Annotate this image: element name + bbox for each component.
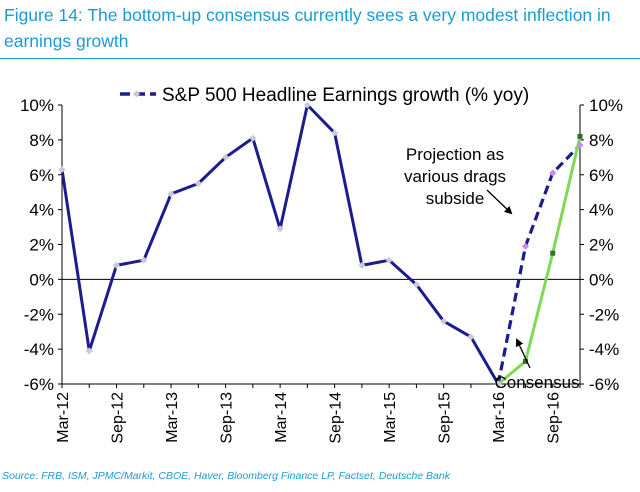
x-tick-label: Sep-16 (546, 392, 563, 444)
x-tick-label: Sep-15 (437, 392, 454, 444)
data-point (194, 179, 202, 188)
data-point (140, 256, 148, 264)
data-point (467, 333, 475, 341)
data-point (494, 380, 502, 388)
title-divider (0, 58, 640, 59)
y-tick-label-left: -6% (24, 375, 54, 394)
data-point (112, 261, 121, 269)
data-point (58, 165, 66, 174)
y-tick-label-right: 8% (589, 131, 614, 150)
y-tick-label-left: 4% (29, 201, 54, 220)
projection-point (521, 242, 530, 250)
y-tick-label-left: 0% (29, 270, 54, 289)
annotation-projection-line: Projection as (406, 145, 504, 164)
legend-marker (132, 90, 141, 98)
y-tick-label-right: 4% (589, 201, 614, 220)
y-tick-label-left: -4% (24, 340, 54, 359)
annotation-consensus-arrow (515, 338, 531, 369)
y-tick-label-right: -6% (589, 375, 619, 394)
y-tick-label-left: 10% (20, 96, 54, 115)
x-tick-label: Sep-14 (328, 392, 345, 444)
data-point (167, 190, 175, 198)
y-tick-label-left: 8% (29, 131, 54, 150)
earnings-growth-chart: 10% 10% 8% 8% 6% 6% 4% 4% 2% 2% 0% 0% -2% -2% -4% -4% -6… (20, 85, 623, 444)
series-line-2 (497, 136, 582, 386)
y-tick-label-right: -4% (589, 340, 619, 359)
annotations: Projection as various drags subside Consens… (404, 145, 580, 392)
data-point (358, 261, 366, 269)
consensus-point (577, 133, 583, 139)
data-point (276, 225, 284, 233)
data-point (85, 347, 93, 355)
projection-point (576, 141, 584, 149)
x-tick-label: Mar-12 (55, 392, 72, 443)
x-tick-label: Mar-13 (164, 392, 181, 443)
y-tick-label-left: -2% (24, 305, 54, 324)
consensus-point (522, 358, 528, 364)
source-note: Source: FRB, ISM, JPMC/Markit, CBOE, Hav… (2, 470, 450, 482)
x-tick-label: Sep-13 (219, 392, 236, 444)
annotation-projection-arrow (486, 189, 513, 215)
y-tick-label-right: 10% (589, 96, 623, 115)
data-point (331, 129, 339, 137)
x-tick-label: Sep-12 (110, 392, 127, 444)
data-point (440, 317, 448, 325)
x-tick-label: Mar-16 (491, 392, 508, 443)
annotation-projection-line: subside (426, 189, 485, 208)
data-point (385, 256, 393, 264)
data-point (303, 101, 311, 109)
y-tick-label-left: 2% (29, 236, 54, 255)
y-tick-label-left: 6% (29, 166, 54, 185)
x-tick-label: Mar-14 (273, 392, 290, 443)
y-tick-label-right: -2% (589, 305, 619, 324)
projection-point (549, 169, 557, 177)
series-line-1 (496, 143, 582, 385)
x-tick-label: Mar-15 (382, 392, 399, 443)
plot-area (58, 101, 584, 388)
consensus-point (550, 250, 556, 256)
page-title: Figure 14: The bottom-up consensus curre… (4, 5, 611, 51)
annotation-consensus: Consensus (494, 373, 579, 392)
y-tick-label-right: 2% (589, 236, 614, 255)
annotation-projection-line: various drags (404, 167, 506, 186)
data-point (412, 281, 420, 289)
legend-label: S&P 500 Headline Earnings growth (% yoy) (162, 85, 529, 106)
y-tick-label-right: 6% (589, 166, 614, 185)
y-tick-label-right: 0% (589, 270, 614, 289)
legend: S&P 500 Headline Earnings growth (% yoy) (120, 85, 529, 106)
data-point (222, 153, 230, 161)
axes: 10% 10% 8% 8% 6% 6% 4% 4% 2% 2% 0% 0% -2% -2% -4% -4% -6… (20, 96, 623, 444)
data-point (249, 134, 257, 142)
